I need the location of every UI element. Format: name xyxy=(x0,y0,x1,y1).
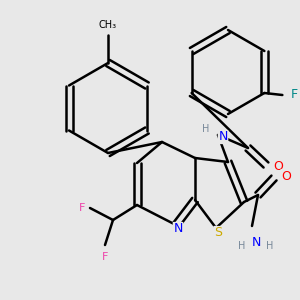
Text: N: N xyxy=(173,223,183,236)
Text: H: H xyxy=(266,241,274,251)
Text: F: F xyxy=(79,203,85,213)
Text: S: S xyxy=(214,226,222,239)
Text: O: O xyxy=(273,160,283,173)
Text: H: H xyxy=(238,241,246,251)
Text: O: O xyxy=(281,169,291,182)
Text: F: F xyxy=(291,88,298,101)
Text: N: N xyxy=(218,130,228,143)
Text: CH₃: CH₃ xyxy=(99,20,117,30)
Text: N: N xyxy=(251,236,261,248)
Text: F: F xyxy=(102,252,108,262)
Text: H: H xyxy=(202,124,210,134)
